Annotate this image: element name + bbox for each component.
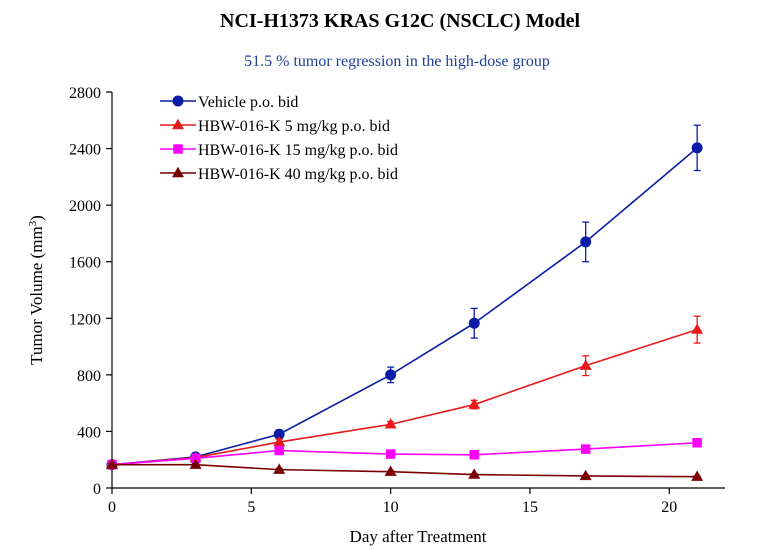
legend: Vehicle p.o. bid HBW-016-K 5 mg/kg p.o. b… xyxy=(160,94,398,183)
y-axis-label-main: Tumor Volume (mm xyxy=(27,226,46,365)
series-3 xyxy=(106,458,704,481)
legend-item-1: HBW-016-K 5 mg/kg p.o. bid xyxy=(160,118,390,135)
legend-label: HBW-016-K 15 mg/kg p.o. bid xyxy=(198,142,398,159)
legend-marker xyxy=(172,95,184,107)
legend-item-2: HBW-016-K 15 mg/kg p.o. bid xyxy=(160,142,398,159)
y-tick-label: 400 xyxy=(77,424,101,441)
legend-label: Vehicle p.o. bid xyxy=(198,94,298,111)
legend-marker xyxy=(172,118,184,130)
y-tick-label: 1200 xyxy=(69,311,101,328)
data-point xyxy=(384,418,397,429)
series-0 xyxy=(106,124,703,471)
y-tick-label: 2800 xyxy=(69,85,101,102)
x-tick-label: 10 xyxy=(383,499,399,516)
data-point xyxy=(384,465,397,476)
data-point xyxy=(385,369,397,381)
y-tick-label: 800 xyxy=(77,368,101,385)
x-tick-label: 5 xyxy=(247,499,255,516)
legend-label: HBW-016-K 5 mg/kg p.o. bid xyxy=(198,118,390,135)
y-tick-label: 0 xyxy=(93,481,101,498)
chart-title: NCI-H1373 KRAS G12C (NSCLC) Model xyxy=(220,10,580,32)
x-tick-label: 15 xyxy=(522,499,538,516)
chart-subtitle: 51.5 % tumor regression in the high-dose… xyxy=(244,53,550,70)
data-point xyxy=(692,437,702,448)
series-line xyxy=(111,328,698,466)
data-point xyxy=(580,236,592,248)
data-point xyxy=(274,445,284,456)
data-point xyxy=(273,463,286,474)
y-axis-label-close: ) xyxy=(27,215,46,221)
data-point xyxy=(691,323,704,334)
series-line xyxy=(111,147,698,466)
series-2 xyxy=(107,437,702,470)
series-1 xyxy=(106,315,704,469)
y-tick-label: 2400 xyxy=(69,142,101,159)
y-axis-label-sup: 3 xyxy=(27,220,39,226)
data-point xyxy=(579,469,592,481)
legend-item-3: HBW-016-K 40 mg/kg p.o. bid xyxy=(160,166,398,183)
data-point xyxy=(468,398,481,409)
legend-label: HBW-016-K 40 mg/kg p.o. bid xyxy=(198,166,398,183)
y-axis-label: Tumor Volume (mm3) xyxy=(27,215,46,365)
data-point xyxy=(691,142,703,154)
data-point xyxy=(106,458,118,469)
x-axis-label: Day after Treatment xyxy=(350,527,487,546)
data-point xyxy=(189,458,202,469)
data-point xyxy=(273,428,285,440)
data-point xyxy=(190,453,201,464)
y-tick-label: 2000 xyxy=(69,198,101,215)
data-point xyxy=(469,450,479,460)
legend-marker xyxy=(173,144,183,154)
y-tick-label: 1600 xyxy=(69,255,101,272)
legend-item-0: Vehicle p.o. bid xyxy=(160,94,298,111)
data-point xyxy=(468,317,480,329)
data-point xyxy=(385,449,396,459)
axes: 0 5 10 15 20 0 400 800 1200 1600 2000 2400 2800 xyxy=(69,85,725,516)
data-point xyxy=(579,359,592,370)
legend-marker xyxy=(172,166,184,178)
series-layer xyxy=(106,124,704,481)
x-tick-label: 20 xyxy=(661,499,677,516)
x-tick-label: 0 xyxy=(108,499,116,516)
data-point xyxy=(580,444,591,454)
data-point xyxy=(273,435,286,447)
data-point xyxy=(691,470,704,481)
data-point xyxy=(468,468,481,479)
